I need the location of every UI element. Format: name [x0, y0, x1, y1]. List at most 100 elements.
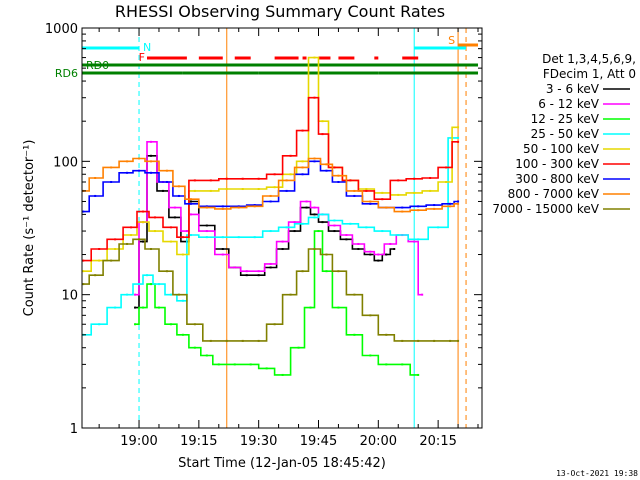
series-point-300-800-kev — [237, 205, 240, 208]
series-point-300-800-kev — [449, 202, 452, 205]
series-point-25-50-kev — [437, 226, 440, 229]
series-point-6-12-kev — [313, 206, 316, 209]
series-line-25-50-kev — [83, 137, 459, 336]
series-point-800-7000-kev — [221, 207, 224, 210]
series-point-300-800-kev — [205, 205, 208, 208]
y-tick-label: 1000 — [45, 22, 78, 37]
series-point-25-50-kev — [417, 238, 420, 241]
series-point-800-7000-kev — [457, 202, 460, 205]
series-point-25-50-kev — [457, 136, 460, 139]
series-line-100-300-kev — [83, 96, 459, 262]
series-point-25-50-kev — [313, 216, 316, 219]
rd0-label: RD0 — [86, 59, 109, 72]
chart-title: RHESSI Observing Summary Count Rates — [115, 2, 445, 21]
series-point-100-300-kev — [257, 177, 260, 180]
series-point-6-12-kev — [245, 270, 248, 273]
series-point-7000-15000-kev — [457, 339, 460, 342]
series-point-300-800-kev — [165, 180, 168, 183]
legend-label-800-7000-kev: 800 - 7000 keV — [508, 187, 600, 201]
series-point-800-7000-kev — [337, 174, 340, 177]
series-point-50-100-kev — [257, 188, 260, 191]
series-point-50-100-kev — [301, 160, 304, 163]
series-point-7000-15000-kev — [225, 339, 228, 342]
series-point-12-25-kev — [281, 373, 284, 376]
series-point-7000-15000-kev — [449, 339, 452, 342]
legend-label-25-50-kev: 25 - 50 keV — [531, 127, 600, 141]
series-point-800-7000-kev — [269, 194, 272, 197]
series-point-25-50-kev — [333, 219, 336, 222]
series-point-12-25-kev — [297, 346, 300, 349]
series-point-25-50-kev — [146, 274, 149, 277]
series-point-300-800-kev — [269, 200, 272, 203]
series-point-12-25-kev — [157, 306, 160, 309]
series-point-12-25-kev — [265, 367, 268, 370]
series-point-3-6-kev — [134, 306, 137, 309]
series-point-7000-15000-kev — [273, 323, 276, 326]
series-point-3-6-kev — [313, 213, 316, 216]
series-point-50-100-kev — [289, 173, 292, 176]
series-point-800-7000-kev — [189, 198, 192, 201]
series-point-800-7000-kev — [149, 160, 152, 163]
x-tick-label: 19:30 — [240, 434, 277, 449]
series-point-7000-15000-kev — [209, 339, 212, 342]
series-point-800-7000-kev — [385, 206, 388, 209]
series-point-7000-15000-kev — [126, 242, 129, 245]
series-point-50-100-kev — [193, 189, 196, 192]
series-point-100-300-kev — [82, 259, 85, 262]
series-point-6-12-kev — [173, 206, 176, 209]
series-point-50-100-kev — [153, 230, 156, 233]
series-point-300-800-kev — [353, 194, 356, 197]
y-tick-label: 100 — [53, 155, 78, 170]
series-point-300-800-kev — [457, 200, 460, 203]
y-tick-label: 1 — [70, 422, 78, 437]
series-point-7000-15000-kev — [82, 283, 85, 286]
series-point-100-300-kev — [130, 226, 133, 229]
series-point-800-7000-kev — [313, 157, 316, 160]
x-tick-label: 20:00 — [360, 434, 397, 449]
series-point-12-25-kev — [385, 363, 388, 366]
series-point-12-25-kev — [217, 363, 220, 366]
series-point-800-7000-kev — [325, 163, 328, 166]
series-point-50-100-kev — [98, 259, 101, 262]
series-point-7000-15000-kev — [241, 339, 244, 342]
series-point-100-300-kev — [241, 177, 244, 180]
series-point-7000-15000-kev — [165, 270, 168, 273]
series-point-6-12-kev — [293, 221, 296, 224]
legend: Det 1,3,4,5,6,9, FDecim 1, Att 0 3 - 6 k… — [492, 52, 636, 216]
night-flag-label: N — [143, 41, 151, 54]
series-point-12-25-kev — [317, 230, 320, 233]
series-point-12-25-kev — [353, 333, 356, 336]
series-point-300-800-kev — [433, 204, 436, 207]
series-point-50-100-kev — [381, 191, 384, 194]
series-point-50-100-kev — [413, 191, 416, 194]
series-point-300-800-kev — [110, 180, 113, 183]
series-point-50-100-kev — [365, 188, 368, 191]
series-point-25-50-kev — [365, 226, 368, 229]
series-point-100-300-kev — [313, 96, 316, 99]
series-point-12-25-kev — [309, 306, 312, 309]
y-axis-label: Count Rate (s⁻¹ detector⁻¹) — [22, 140, 37, 317]
series-point-3-6-kev — [245, 274, 248, 277]
series-point-6-12-kev — [305, 200, 308, 203]
series-point-6-12-kev — [185, 230, 188, 233]
series-point-50-100-kev — [241, 188, 244, 191]
series-point-7000-15000-kev — [110, 259, 113, 262]
series-point-3-6-kev — [221, 248, 224, 251]
series-point-100-300-kev — [193, 179, 196, 182]
series-point-300-800-kev — [325, 169, 328, 172]
series-point-800-7000-kev — [205, 206, 208, 209]
series-point-50-100-kev — [429, 189, 432, 192]
series-point-25-50-kev — [114, 306, 117, 309]
vertical-markers — [138, 28, 467, 428]
series-point-25-50-kev — [349, 222, 352, 225]
series-point-100-300-kev — [365, 189, 368, 192]
series-point-50-100-kev — [169, 240, 172, 243]
x-tick-label: 19:45 — [300, 434, 337, 449]
series-point-7000-15000-kev — [401, 339, 404, 342]
series-line-6-12-kev — [135, 141, 423, 296]
series-point-25-50-kev — [138, 283, 141, 286]
series-point-3-6-kev — [385, 253, 388, 256]
series-point-50-100-kev — [130, 234, 133, 237]
series-point-12-25-kev — [249, 363, 252, 366]
